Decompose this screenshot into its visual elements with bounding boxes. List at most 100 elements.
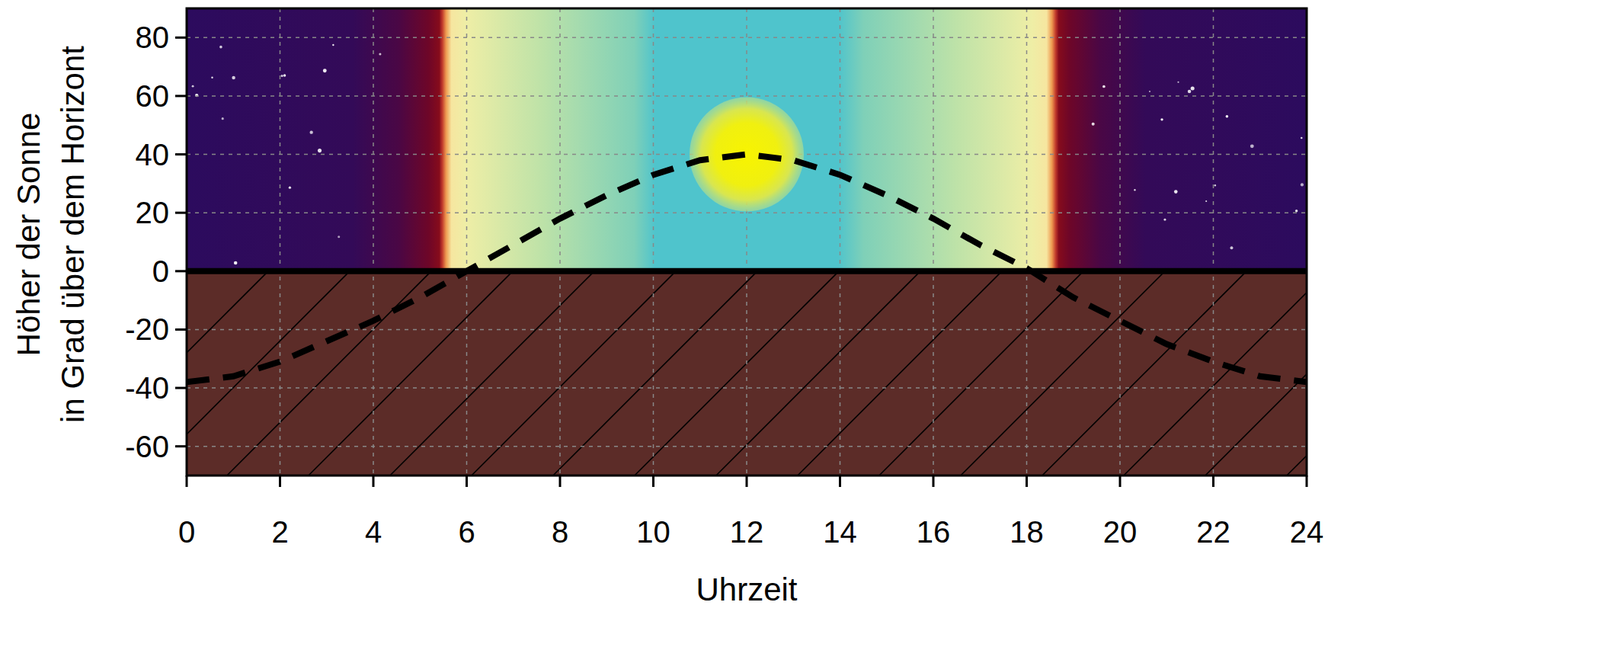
grid-line-x (466, 8, 468, 476)
x-tick-label: 14 (822, 515, 858, 549)
hatch-line (1042, 271, 1247, 476)
star (1160, 118, 1163, 121)
y-tick (175, 94, 187, 97)
sun-group (689, 97, 804, 212)
x-tick-label: 12 (729, 515, 765, 549)
y-tick-label: 80 (135, 20, 170, 55)
hatch-line (960, 271, 1165, 476)
grid-line-y (186, 387, 1307, 389)
star (211, 76, 213, 79)
star (1300, 137, 1303, 140)
star (1229, 246, 1233, 250)
hatch-line (390, 271, 595, 476)
star (1225, 115, 1229, 119)
sky-background (186, 8, 1307, 272)
star (337, 235, 340, 238)
plot-frame (186, 8, 1307, 476)
x-tick (838, 475, 842, 487)
hatch-line (227, 271, 432, 476)
hatch-line (1123, 271, 1307, 476)
y-tick (175, 387, 187, 390)
grid-line-x (372, 8, 375, 476)
grid-line-x (745, 8, 748, 476)
star (1295, 209, 1298, 212)
star (1300, 182, 1304, 186)
star (1250, 144, 1255, 148)
x-tick (465, 475, 468, 487)
star (323, 68, 327, 73)
y-tick-label: 20 (135, 195, 170, 230)
horizon (186, 268, 1307, 275)
grid-line-x (652, 8, 655, 476)
x-tick (745, 475, 749, 487)
star (1177, 81, 1179, 84)
star (1205, 200, 1207, 202)
y-tick-label: 0 (152, 254, 170, 288)
x-tick-label: 22 (1196, 515, 1231, 549)
star (1163, 218, 1166, 221)
y-axis-label: Höher der Sonne (10, 112, 47, 357)
star (1214, 184, 1216, 186)
line-group (186, 154, 1307, 383)
star (309, 130, 313, 134)
axes: 024681012141618202224-60-40-20020406080 (124, 20, 1324, 549)
x-tick (372, 475, 375, 487)
x-tick (185, 475, 189, 487)
star (233, 261, 238, 266)
grid-line-y (186, 445, 1307, 448)
hatch-line (1205, 271, 1307, 476)
x-axis-label: Uhrzeit (695, 571, 797, 608)
x-tick (1212, 475, 1215, 487)
grid-line-x (839, 8, 842, 476)
grid-line-x (279, 8, 282, 476)
star (281, 74, 284, 77)
hatch-line (879, 271, 1084, 476)
star (1102, 85, 1106, 89)
x-tick (1025, 475, 1028, 487)
star (1133, 188, 1136, 191)
x-tick-label: 20 (1103, 515, 1138, 549)
star (283, 73, 286, 77)
grid-line-x (1026, 8, 1028, 476)
y-tick (175, 211, 187, 215)
sun (689, 97, 804, 212)
x-tick-label: 0 (178, 515, 196, 549)
star (1091, 122, 1095, 126)
x-tick-label: 10 (636, 515, 671, 549)
y-tick-label: -40 (124, 371, 170, 405)
y-tick (175, 269, 187, 272)
x-tick (1119, 475, 1122, 487)
grid-line-y (186, 95, 1307, 97)
star (1190, 86, 1195, 90)
hatch-line (186, 271, 350, 476)
hatch-line (1286, 271, 1307, 476)
star (378, 53, 381, 56)
star (1148, 90, 1151, 93)
x-tick-label: 24 (1289, 515, 1325, 549)
star (1174, 189, 1178, 194)
grid-line-x (932, 8, 935, 476)
star (1187, 89, 1192, 94)
x-tick (1305, 475, 1309, 487)
x-tick-label: 4 (364, 515, 382, 549)
sun-elevation-line (186, 154, 1307, 383)
hatch-line (471, 271, 676, 476)
x-tick (559, 475, 562, 487)
x-tick-label: 2 (271, 515, 288, 549)
hatch-line (634, 271, 839, 476)
star (317, 148, 322, 153)
x-tick-label: 18 (1009, 515, 1044, 549)
hatch-line (186, 271, 269, 476)
star (288, 186, 292, 189)
y-tick (175, 153, 187, 156)
grid-line-y (186, 270, 1307, 272)
x-tick (278, 475, 282, 487)
y-tick-label: -60 (124, 429, 170, 464)
hatch-line (797, 271, 1002, 476)
star (332, 44, 334, 46)
chart: 024681012141618202224-60-40-20020406080U… (0, 0, 1600, 663)
y-axis-label: in Grad über dem Horizont (54, 45, 91, 423)
grid-line-x (559, 8, 561, 476)
y-tick (175, 444, 187, 448)
grid-line-y (186, 37, 1307, 39)
